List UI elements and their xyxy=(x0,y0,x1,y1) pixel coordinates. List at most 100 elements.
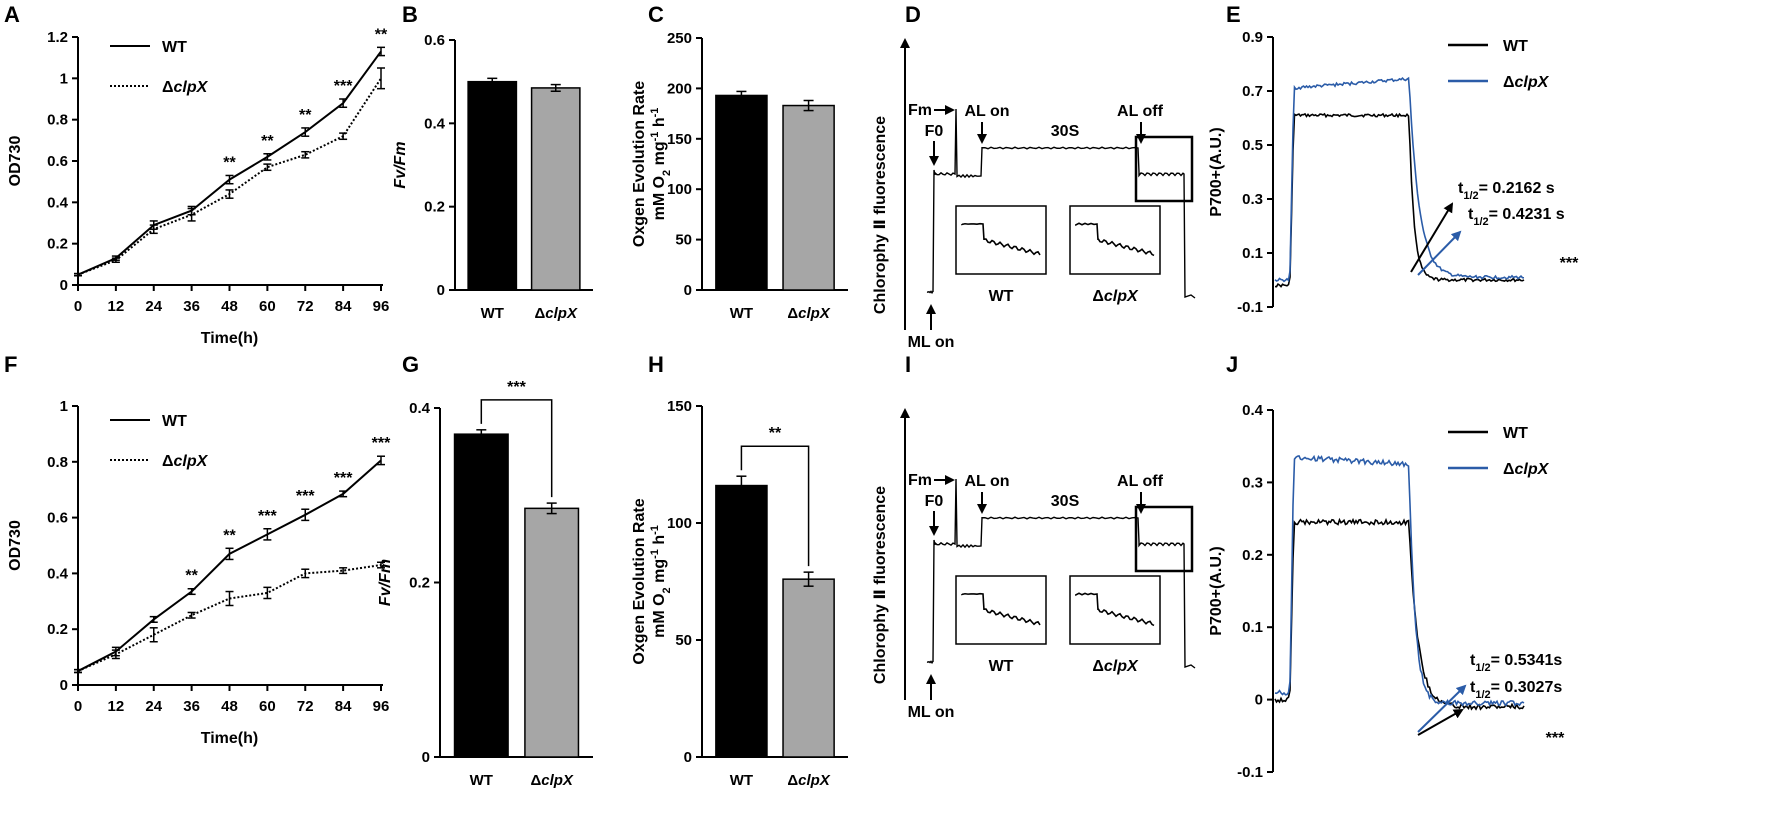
y-tick-label: 0 xyxy=(422,749,430,766)
y-tick-label: 100 xyxy=(667,515,692,532)
y-tick-label: 0.4 xyxy=(409,400,431,417)
y-axis-title: OD730 xyxy=(7,136,24,187)
bar-wt xyxy=(453,433,509,758)
bar-clpx xyxy=(782,578,835,758)
label-duration: 30S xyxy=(1051,493,1080,510)
bar-clpx xyxy=(524,507,580,758)
y-tick-label: 0.1 xyxy=(1242,245,1263,262)
y-tick-label: -0.1 xyxy=(1237,299,1263,316)
delta-symbol: Δ xyxy=(787,305,798,322)
x-category-label: ΔclpX xyxy=(530,772,573,789)
panel-C: C 0 50 100 150 200 250 WT ΔclpX Oxgen Evolution R… xyxy=(631,2,848,322)
x-tick-label: 72 xyxy=(297,698,314,715)
panel-E: E-0.10.10.30.50.70.9P700+(A.U.)WTΔclpXt1… xyxy=(1208,2,1579,316)
significance-mark: *** xyxy=(1546,730,1565,747)
y-axis-title: Chlorophy Ⅱ fluorescence xyxy=(872,116,889,314)
t-value: = 0.4231 s xyxy=(1489,206,1565,223)
x-category-label: WT xyxy=(481,305,504,322)
panel-label: I xyxy=(905,352,911,377)
inset-clpx-box xyxy=(1069,205,1161,275)
x-tick-label: 96 xyxy=(373,298,390,315)
unit-part: mg xyxy=(651,559,668,587)
significance-mark: ** xyxy=(375,26,388,43)
inset-clpx-label: ΔclpX xyxy=(1092,658,1139,675)
panel-label: E xyxy=(1226,2,1241,27)
label-fm: Fm xyxy=(908,472,932,489)
trace-clpx xyxy=(1274,76,1525,283)
delta-symbol: Δ xyxy=(1092,658,1104,675)
unit-part: -1 xyxy=(649,108,661,118)
x-tick-label: 24 xyxy=(145,298,162,315)
label-fm: Fm xyxy=(908,102,932,119)
gene-name: clpX xyxy=(1104,288,1139,305)
unit-part: 2 xyxy=(661,587,673,593)
x-category-label: WT xyxy=(730,305,753,322)
x-tick-label: 84 xyxy=(335,298,352,315)
y-axis-unit: mM O2 mg-1 h-1 xyxy=(649,525,673,638)
significance-mark: ** xyxy=(223,527,236,544)
x-tick-label: 0 xyxy=(74,698,82,715)
x-tick-label: 84 xyxy=(335,698,352,715)
y-tick-label: 150 xyxy=(667,398,692,415)
y-tick-label: 100 xyxy=(667,181,692,198)
inset-wt-box xyxy=(955,575,1047,645)
y-axis-title: Fv/Fm xyxy=(392,141,409,188)
legend-label-wt: WT xyxy=(162,413,187,430)
legend-label-wt: WT xyxy=(1503,38,1528,55)
panel-label-group: D xyxy=(905,2,921,27)
fluorescence-trace xyxy=(926,108,1196,299)
bar-clpx xyxy=(530,87,581,291)
label-f0: F0 xyxy=(925,123,944,140)
panel-D: Chlorophy Ⅱ fluorescence WT ΔclpX ML on F0 Fm… xyxy=(872,38,1196,351)
y-tick-label: 0.4 xyxy=(47,194,69,211)
panel-J: J-0.100.10.20.30.4P700+(A.U.)WTΔclpXt1/2… xyxy=(1208,352,1565,781)
y-tick-label: 0.8 xyxy=(47,454,68,471)
zoom-box xyxy=(1134,135,1194,203)
inset-wt-label: WT xyxy=(989,288,1014,305)
fluorescence-trace xyxy=(926,478,1196,669)
gene-name: clpX xyxy=(798,772,831,789)
bar-clpx xyxy=(782,104,835,291)
x-tick-label: 60 xyxy=(259,698,276,715)
y-tick-label: 0 xyxy=(60,677,68,694)
panel-B: B 0 0.2 0.4 0.6 WT ΔclpX Fv/Fm xyxy=(392,2,593,322)
x-axis-title: Time(h) xyxy=(201,330,258,347)
significance-mark: ** xyxy=(223,154,236,171)
x-tick-label: 36 xyxy=(183,298,200,315)
zoom-box xyxy=(1134,505,1194,573)
significance-mark: *** xyxy=(258,508,277,525)
panel-label-group: I xyxy=(905,352,911,377)
inset-clpx-box xyxy=(1069,575,1161,645)
x-tick-label: 12 xyxy=(108,298,125,315)
gene-name: clpX xyxy=(174,453,209,470)
delta-symbol: Δ xyxy=(535,305,546,322)
delta-symbol: Δ xyxy=(1503,461,1515,478)
gene-name: clpX xyxy=(1515,74,1550,91)
gene-name: clpX xyxy=(1515,461,1550,478)
x-tick-label: 12 xyxy=(108,698,125,715)
y-tick-label: 0.5 xyxy=(1242,137,1263,154)
label-ml-on: ML on xyxy=(908,704,955,721)
panel-A: A 0 0.2 0.4 0.6 0.8 1 1.2 0 12 24 36 48 60 72 84 96 Time(… xyxy=(4,2,389,347)
label-ml-on: ML on xyxy=(908,334,955,351)
significance-mark: ** xyxy=(261,133,274,150)
significance-mark: ** xyxy=(769,425,782,442)
unit-part: h xyxy=(651,535,668,549)
y-tick-label: -0.1 xyxy=(1237,764,1263,781)
unit-part: mM O xyxy=(651,176,668,220)
half-time-label-1: t1/2= 0.2162 s xyxy=(1458,180,1555,202)
delta-symbol: Δ xyxy=(1503,74,1515,91)
y-axis-title: Chlorophy Ⅱ fluorescence xyxy=(872,486,889,684)
bar-wt xyxy=(715,94,768,291)
label-f0: F0 xyxy=(925,493,944,510)
x-category-label: ΔclpX xyxy=(787,305,830,322)
y-tick-label: 200 xyxy=(667,80,692,97)
inset-wt-trace xyxy=(961,592,1041,626)
label-al-off: AL off xyxy=(1117,473,1164,490)
significance-mark: ** xyxy=(185,568,198,585)
unit-part: -1 xyxy=(649,549,661,559)
y-tick-label: 0.2 xyxy=(47,621,68,638)
series-line-clpx xyxy=(77,564,382,672)
significance-mark: *** xyxy=(334,470,353,487)
t-symbol: t xyxy=(1470,679,1476,696)
